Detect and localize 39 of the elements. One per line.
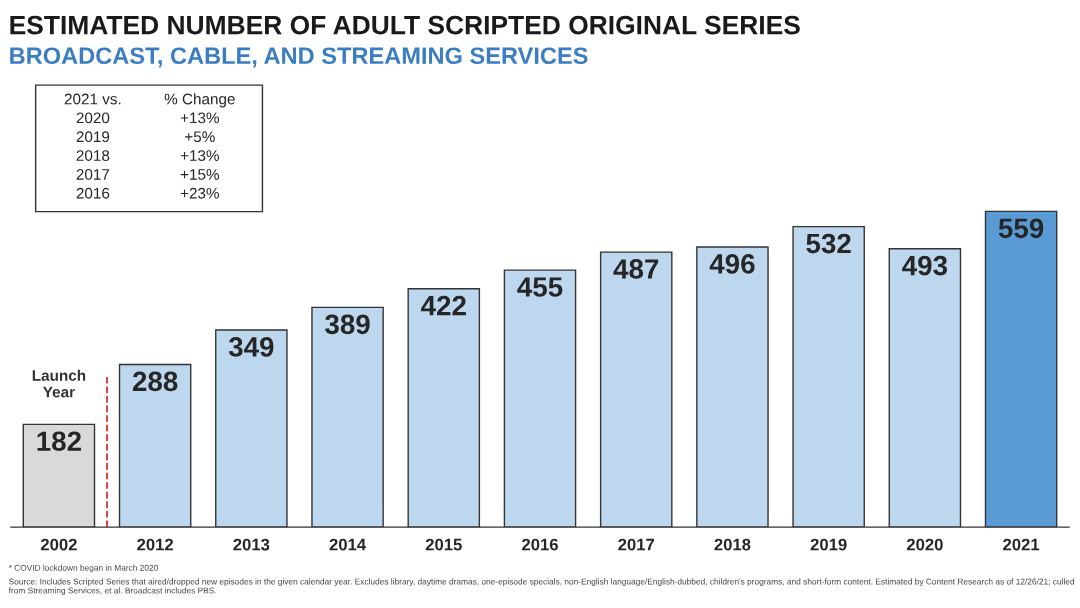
text: 2019: [76, 131, 110, 143]
text: * COVID lockdown began in March 2020: [8, 564, 158, 573]
data-label: 288: [132, 371, 178, 392]
data-label: 349: [228, 337, 274, 357]
x-tick-label: 2017: [618, 538, 655, 551]
x-tick-label: 2013: [233, 538, 270, 551]
x-tick-label: 2020: [906, 538, 943, 551]
x-tick-label: 2018: [714, 538, 751, 551]
data-label: 496: [709, 254, 755, 274]
data-label: 559: [998, 218, 1044, 239]
text: +15%: [180, 169, 220, 180]
text: % Change: [164, 93, 235, 108]
x-tick-label: 2021: [1003, 538, 1040, 551]
x-tick-label: 2012: [137, 538, 173, 551]
text: +13%: [180, 112, 220, 124]
text: 2016: [76, 187, 110, 199]
annotation: Launch Year: [32, 369, 86, 398]
text: +13%: [180, 150, 220, 161]
data-label: 422: [421, 295, 466, 316]
text: +23%: [180, 187, 220, 199]
data-label: 487: [613, 259, 659, 279]
data-label: 455: [517, 277, 563, 297]
x-tick-label: 2014: [329, 538, 367, 551]
chart-subtitle: BROADCAST, CABLE, AND STREAMING SERVICES: [10, 47, 588, 68]
text: 2018: [76, 150, 110, 161]
text: +5%: [185, 131, 215, 143]
text: 2017: [76, 168, 110, 180]
x-tick-label: 2002: [40, 538, 77, 551]
source-note: Source: Includes Scripted Series that aired/dropped new episodes in the given calendar year. Excludes library, daytime dramas, one-episode specials, non-English language/English-dubbed, children's programs, and short-form content. Estimated by Content Research as of 12/26/21; culled from Streaming Services, et al. Broadcast includes PBS.: [8, 578, 1075, 596]
data-label: 389: [325, 314, 370, 335]
x-tick-label: 2016: [522, 538, 558, 551]
chart-title: ESTIMATED NUMBER OF ADULT SCRIPTED ORIGINAL SERIES: [10, 15, 800, 35]
data-label: 532: [806, 233, 851, 254]
text: 2020: [76, 112, 110, 124]
data-label: 182: [37, 431, 81, 452]
x-tick-label: 2015: [425, 538, 462, 551]
x-tick-label: 2019: [810, 538, 847, 551]
data-label: 493: [902, 255, 948, 276]
text: 2021 vs.: [64, 93, 121, 105]
